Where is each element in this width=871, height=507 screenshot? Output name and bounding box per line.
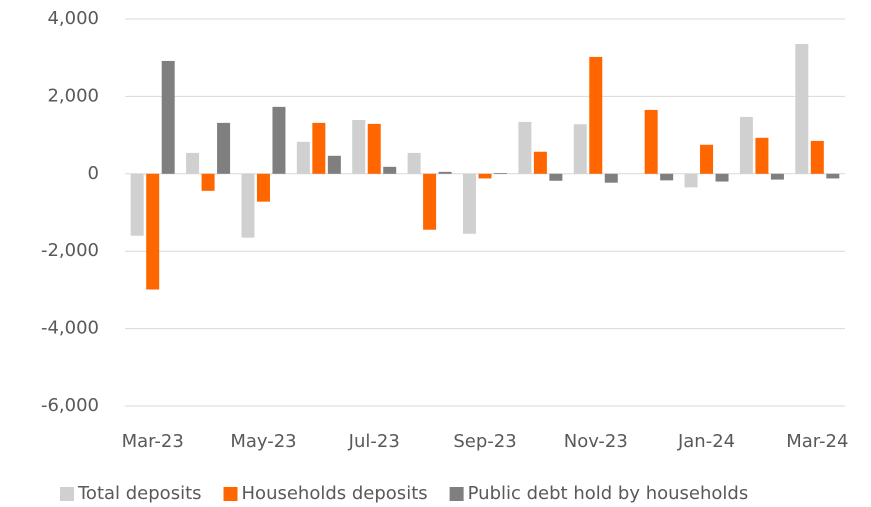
y-tick-label: 4,000 [47,8,99,29]
bar [312,122,326,174]
bar [256,173,270,202]
bar [826,173,840,179]
legend-label: Total deposits [77,483,202,504]
y-tick-label: -2,000 [41,240,99,261]
bar [217,122,231,174]
bar [438,171,452,174]
x-tick-label: Sep-23 [453,431,516,452]
bar [700,144,714,174]
bar [715,173,729,182]
bar [241,173,255,238]
legend-swatch [449,487,464,501]
x-tick-label: Jul-23 [348,431,400,452]
bar [684,173,698,188]
x-tick-label: Nov-23 [564,431,628,452]
bar [755,137,769,174]
y-tick-label: -4,000 [41,318,99,339]
bar [478,173,492,179]
bar [383,166,397,174]
bar [795,43,809,174]
bar [201,173,215,191]
bar [463,173,476,234]
bar [810,140,824,174]
bar [494,173,507,174]
bar [130,173,144,236]
bar [604,173,618,183]
bar [423,173,437,230]
bar [770,173,784,180]
bar [533,151,547,174]
bar [660,173,674,181]
bar [186,152,200,174]
bar [352,120,366,174]
legend-label: Public debt hold by households [468,483,749,504]
bar [518,121,532,174]
x-tick-label: Mar-23 [122,431,184,452]
bar [161,60,175,174]
bar [549,173,563,181]
bar [739,116,753,174]
x-tick-label: Jan-24 [677,431,735,452]
y-tick-label: -6,000 [41,395,99,416]
bar [146,173,160,290]
y-tick-label: 0 [88,163,99,184]
legend-swatch [60,487,74,501]
bar [272,106,286,174]
bar [296,141,310,174]
bar [589,56,603,174]
bar [407,152,421,174]
y-tick-label: 2,000 [47,85,99,106]
bar [644,109,658,174]
bar [573,124,587,174]
x-tick-label: Mar-24 [786,431,848,452]
x-tick-label: May-23 [230,431,296,452]
bar [327,155,341,174]
legend-swatch [223,487,238,501]
legend-label: Households deposits [242,483,428,504]
bar [367,123,381,174]
